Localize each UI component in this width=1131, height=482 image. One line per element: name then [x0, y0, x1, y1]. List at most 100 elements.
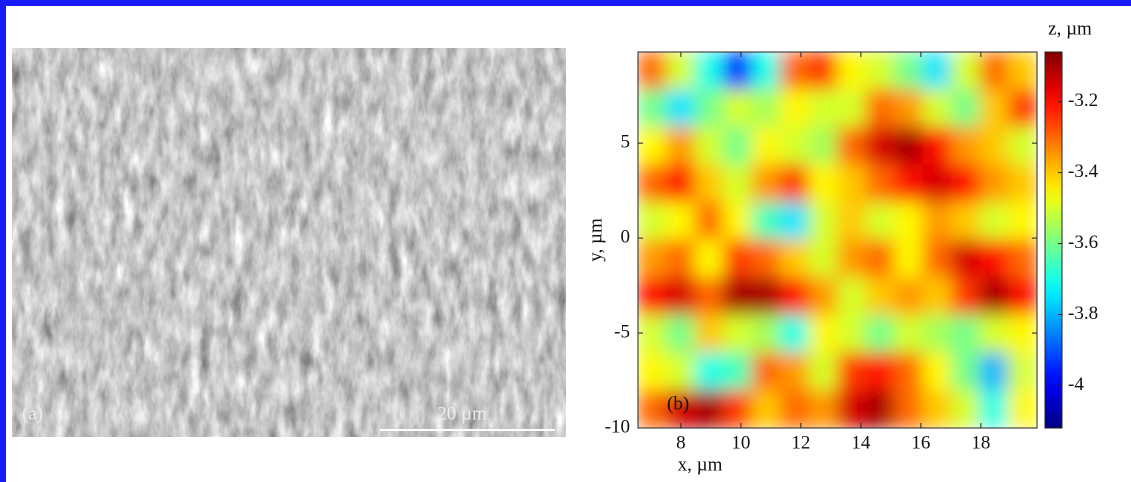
- heatmap-cell: [1008, 89, 1037, 128]
- panel-label: (b): [667, 393, 689, 414]
- y-tick-label: -10: [605, 416, 630, 437]
- heatmap-cell: [694, 352, 724, 391]
- heatmap-cell: [723, 126, 753, 166]
- heatmap-cell: [723, 239, 753, 279]
- colorbar-tick-label: -3.2: [1068, 90, 1098, 111]
- heatmap-cell: [808, 164, 838, 203]
- heatmap-cell: [638, 352, 667, 391]
- heatmap-cell: [865, 52, 895, 91]
- scale-bar-label: 20 µm: [437, 403, 487, 424]
- heatmap-cell: [837, 277, 867, 316]
- x-tick-label: 14: [851, 432, 871, 453]
- heatmap-cell: [837, 52, 867, 91]
- heatmap-cell: [1008, 314, 1037, 354]
- heatmap-cell: [808, 352, 838, 391]
- colorbar-tick-label: -3.8: [1068, 303, 1098, 324]
- heatmap-cell: [751, 52, 781, 91]
- heatmap-cell: [666, 164, 696, 203]
- heatmap-cell: [865, 389, 895, 428]
- colorbar-label: z, µm: [1048, 18, 1092, 39]
- heatmap-cell: [837, 314, 867, 354]
- heatmap-cell: [808, 201, 838, 241]
- heatmap-cell: [979, 277, 1009, 316]
- heatmap-cell: [666, 352, 696, 391]
- heatmap-cell: [638, 89, 667, 128]
- heatmap-cell: [751, 89, 781, 128]
- plot-frame: [637, 51, 1038, 429]
- y-tick-label: -5: [614, 321, 630, 342]
- heatmap-cell: [865, 201, 895, 241]
- heatmap-cell: [694, 89, 724, 128]
- heatmap-cell: [979, 314, 1009, 354]
- heatmap-cell: [723, 389, 753, 428]
- heatmap-cell: [865, 89, 895, 128]
- heatmap-cell: [922, 352, 952, 391]
- heatmap-cell: [865, 314, 895, 354]
- heatmap-cell: [638, 239, 667, 279]
- heatmap-cell: [837, 352, 867, 391]
- heatmap-cell: [951, 389, 981, 428]
- heatmap-cell: [837, 89, 867, 128]
- heatmap-cell: [723, 89, 753, 128]
- heatmap-cell: [979, 164, 1009, 203]
- heatmap-cell: [780, 277, 810, 316]
- heatmap-cell: [638, 126, 667, 166]
- y-axis-label: y, µm: [585, 218, 606, 262]
- heatmap-cell: [751, 164, 781, 203]
- heatmap-cell: [694, 389, 724, 428]
- heatmap-cell: [837, 389, 867, 428]
- heatmap-cell: [694, 164, 724, 203]
- heatmap-cell: [751, 239, 781, 279]
- heatmap-cell: [808, 277, 838, 316]
- heatmap-cell: [951, 52, 981, 91]
- x-axis-label: x, µm: [678, 454, 723, 475]
- heatmap-cell: [723, 52, 753, 91]
- heatmap-cell: [922, 314, 952, 354]
- heatmap-cell: [894, 352, 924, 391]
- frame-top: [0, 0, 1131, 6]
- heatmap-cell: [837, 201, 867, 241]
- heatmap-cell: [1008, 389, 1037, 428]
- heatmap-cell: [1008, 126, 1037, 166]
- heatmap-cell: [751, 277, 781, 316]
- heatmap-cell: [922, 126, 952, 166]
- heatmap-cell: [837, 164, 867, 203]
- heatmap-cell: [894, 164, 924, 203]
- heatmap-cell: [951, 352, 981, 391]
- heatmap-cell: [865, 239, 895, 279]
- x-tick-label: 10: [731, 432, 750, 453]
- heatmap-cell: [894, 277, 924, 316]
- heatmap-cell: [638, 389, 667, 428]
- heatmap-cell: [694, 239, 724, 279]
- heatmap-cell: [979, 89, 1009, 128]
- heatmap-cell: [780, 164, 810, 203]
- heatmap-cell: [1008, 277, 1037, 316]
- heatmap-cell: [780, 352, 810, 391]
- heatmap-cell: [666, 389, 696, 428]
- heatmap-cell: [808, 126, 838, 166]
- heatmap-cell: [922, 164, 952, 203]
- colorbar-tick-label: -3.6: [1068, 232, 1098, 253]
- heatmap-cell: [979, 389, 1009, 428]
- heatmap-cell: [865, 164, 895, 203]
- colorbar-tick-label: -4: [1068, 374, 1084, 395]
- heatmap-cell: [894, 89, 924, 128]
- heatmap-cell: [751, 201, 781, 241]
- heatmap-cell: [780, 52, 810, 91]
- heatmap-cell: [638, 52, 667, 91]
- heatmap-cell: [780, 89, 810, 128]
- heatmap-cell: [808, 389, 838, 428]
- heatmap-cell: [922, 52, 952, 91]
- heatmap-cell: [865, 352, 895, 391]
- heatmap-cell: [951, 164, 981, 203]
- heatmap-cell: [837, 239, 867, 279]
- heatmap-cell: [979, 52, 1009, 91]
- heatmap-cell: [922, 389, 952, 428]
- heatmap-cell: [808, 89, 838, 128]
- heatmap-cell: [979, 126, 1009, 166]
- heatmap-cell: [979, 201, 1009, 241]
- heatmap-cell: [694, 126, 724, 166]
- heatmap-cell: [723, 314, 753, 354]
- heatmap-cell: [780, 239, 810, 279]
- heatmap: [638, 52, 1037, 428]
